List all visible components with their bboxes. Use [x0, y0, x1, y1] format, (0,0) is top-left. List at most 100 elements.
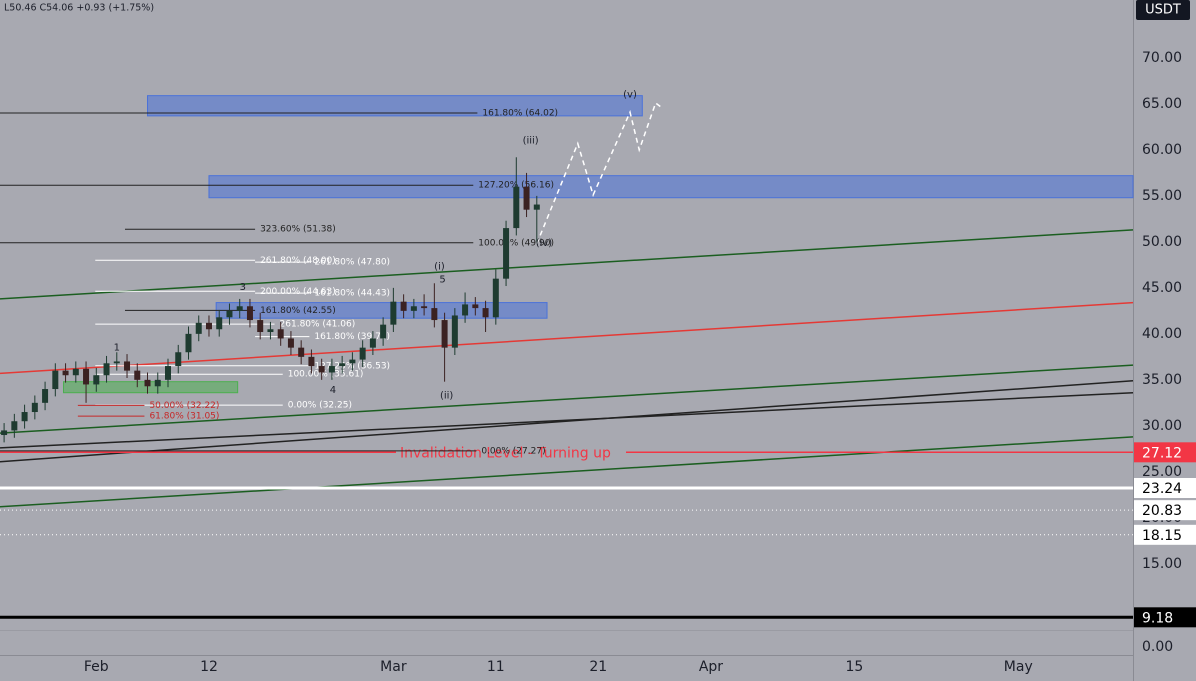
candle-body: [257, 320, 264, 333]
candle-body: [339, 363, 346, 367]
candle-body: [421, 306, 428, 309]
x-tick-label: 21: [589, 659, 607, 675]
projection-path: [536, 101, 663, 245]
candle-body: [400, 301, 407, 311]
candle-body: [62, 370, 69, 376]
fib-label: 161.80% (39.70): [314, 332, 390, 342]
x-tick-label: May: [1004, 659, 1033, 675]
candle-body: [113, 361, 120, 364]
y-tick-label: 65.00: [1142, 96, 1182, 112]
candle-body: [472, 304, 479, 309]
candle-body: [359, 347, 366, 360]
candle-body: [328, 366, 335, 373]
fib-label: 50.00% (32.22): [149, 401, 219, 411]
fib-label: 161.80% (42.55): [260, 306, 336, 316]
fib-label: 100.00% (35.61): [288, 370, 364, 380]
candle-body: [267, 329, 274, 333]
candle-body: [298, 347, 305, 357]
candle-body: [1, 430, 8, 436]
trend-line: [0, 229, 1134, 300]
wave-label: 5: [439, 275, 445, 286]
wave-label: (ii): [440, 390, 453, 401]
y-tick-label: 25.00: [1142, 464, 1182, 480]
candle-body: [83, 368, 90, 385]
candle-body: [492, 278, 499, 318]
candle-body: [124, 361, 131, 371]
wave-label: (iv): [536, 238, 553, 249]
candle-body: [144, 379, 151, 387]
candle-body: [205, 322, 212, 330]
fib-label: 261.80% (41.06): [280, 320, 356, 330]
candle-body: [31, 402, 38, 413]
candle-body: [103, 363, 110, 376]
target-zone: [208, 175, 1134, 199]
candle-body: [93, 375, 100, 385]
price-tag: [1134, 442, 1196, 463]
currency-label: USDT: [1145, 3, 1181, 18]
level-note: Invalidation Level - Turning up: [400, 445, 611, 461]
candle-body: [21, 412, 28, 422]
candle-body: [318, 366, 325, 373]
candle-body: [513, 186, 520, 229]
y-tick-label: 70.00: [1142, 50, 1182, 66]
candle-body: [72, 368, 79, 376]
price-tag-label: 9.18: [1142, 610, 1173, 626]
candle-body: [154, 379, 161, 387]
candle-body: [441, 320, 448, 348]
candle-body: [431, 308, 438, 321]
currency-badge: [1136, 0, 1190, 20]
fib-label: 261.80% (47.80): [314, 258, 390, 268]
fib-label: 200.00% (44.63): [260, 287, 336, 297]
target-zone: [147, 95, 643, 117]
wave-label: 3: [240, 282, 246, 293]
fib-label: 323.60% (51.38): [260, 225, 336, 235]
y-tick-label: 60.00: [1142, 142, 1182, 158]
volume-tick-label: 0.00: [1142, 639, 1173, 655]
y-tick-label: 55.00: [1142, 188, 1182, 204]
price-tag: [1134, 477, 1196, 498]
candle-body: [195, 322, 202, 334]
candle-body: [503, 228, 510, 279]
candle-body: [134, 370, 141, 380]
x-tick-label: 12: [200, 659, 218, 675]
wave-label: 4: [330, 385, 336, 396]
wave-label: (v): [623, 90, 637, 101]
candle-body: [369, 338, 376, 348]
trend-line: [0, 301, 1134, 375]
y-tick-label: 45.00: [1142, 280, 1182, 296]
candle-body: [175, 352, 182, 367]
x-tick-label: 11: [487, 659, 505, 675]
candle-body: [246, 306, 253, 321]
wave-label: (i): [434, 262, 445, 273]
candle-body: [216, 317, 223, 330]
candle-body: [410, 306, 417, 311]
y-tick-label: 50.00: [1142, 234, 1182, 250]
candle-body: [523, 186, 530, 210]
trend-line: [0, 380, 1134, 463]
trend-line: [0, 436, 1134, 508]
candle-body: [42, 389, 49, 403]
price-tag: [1134, 524, 1196, 545]
candle-body: [451, 315, 458, 348]
candle-body: [165, 366, 172, 380]
fib-label: 0.00% (27.27): [481, 446, 545, 456]
candle-body: [226, 310, 233, 318]
candle-body: [52, 370, 59, 390]
price-tag: [1134, 500, 1196, 521]
y-tick-label: 30.00: [1142, 418, 1182, 434]
ohlc-header: L50.46 C54.06 +0.93 (+1.75%): [4, 3, 154, 14]
candle-body: [236, 306, 243, 311]
candle-body: [185, 333, 192, 353]
price-tag: [1134, 607, 1196, 628]
candle-body: [277, 329, 284, 339]
fib-label: 100.00% (49.90): [478, 238, 554, 248]
target-zone: [63, 381, 239, 394]
y-tick-label: 40.00: [1142, 326, 1182, 342]
price-tag-label: 27.12: [1142, 445, 1182, 461]
candle-body: [349, 359, 356, 364]
fib-label: 161.80% (64.02): [482, 108, 558, 118]
price-tag-label: 18.15: [1142, 528, 1182, 544]
fib-label: 61.80% (31.05): [149, 412, 219, 422]
